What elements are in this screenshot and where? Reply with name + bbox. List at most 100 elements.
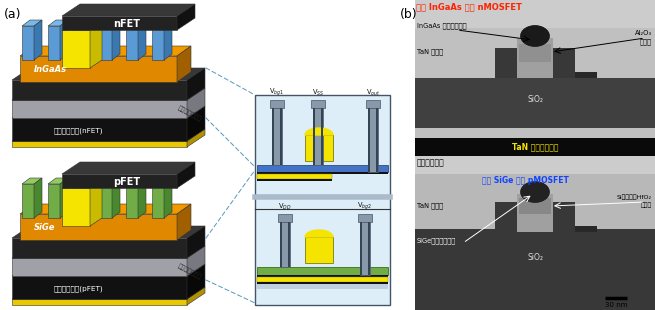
- Polygon shape: [311, 100, 325, 108]
- Text: 30 nm: 30 nm: [605, 302, 627, 308]
- Text: 下段 SiGe 細線 pMOSFET: 下段 SiGe 細線 pMOSFET: [481, 176, 569, 185]
- Bar: [495, 202, 517, 232]
- Polygon shape: [126, 26, 138, 60]
- Polygon shape: [177, 46, 191, 82]
- Polygon shape: [62, 16, 177, 30]
- Bar: [305, 237, 333, 263]
- Polygon shape: [90, 180, 102, 226]
- Polygon shape: [112, 178, 120, 218]
- Polygon shape: [62, 4, 195, 16]
- Bar: [255, 95, 390, 305]
- Polygon shape: [48, 26, 60, 60]
- Bar: [257, 282, 388, 284]
- Polygon shape: [521, 26, 549, 46]
- Bar: [321, 108, 323, 165]
- Polygon shape: [22, 184, 34, 218]
- Text: TaN バックゲート: TaN バックゲート: [512, 143, 558, 152]
- Bar: [415, 78, 655, 128]
- Bar: [415, 78, 655, 128]
- Bar: [305, 135, 333, 161]
- Bar: [288, 222, 290, 267]
- Text: SiGe: SiGe: [34, 224, 56, 232]
- Polygon shape: [86, 20, 94, 60]
- Polygon shape: [187, 226, 205, 258]
- Bar: [257, 267, 388, 275]
- Bar: [415, 156, 655, 174]
- Polygon shape: [12, 106, 205, 118]
- Polygon shape: [12, 68, 205, 80]
- Polygon shape: [100, 178, 120, 184]
- Text: TaN ゲート: TaN ゲート: [417, 49, 443, 55]
- Text: InGaAs: InGaAs: [34, 65, 67, 74]
- Bar: [517, 38, 553, 78]
- Bar: [553, 48, 575, 78]
- Polygon shape: [34, 178, 42, 218]
- Bar: [257, 165, 388, 172]
- Bar: [257, 172, 388, 174]
- Polygon shape: [60, 178, 68, 218]
- Polygon shape: [48, 184, 60, 218]
- Polygon shape: [12, 100, 187, 118]
- Polygon shape: [12, 276, 187, 299]
- Polygon shape: [521, 26, 549, 46]
- Polygon shape: [60, 20, 68, 60]
- Text: (a): (a): [4, 8, 22, 21]
- Bar: [313, 108, 323, 165]
- Polygon shape: [74, 184, 86, 218]
- Bar: [415, 0, 655, 28]
- Polygon shape: [270, 100, 284, 108]
- Text: バックゲート(nFET): バックゲート(nFET): [54, 128, 103, 134]
- Polygon shape: [48, 20, 68, 26]
- Bar: [313, 108, 315, 165]
- Polygon shape: [74, 20, 94, 26]
- Text: Al₂O₃: Al₂O₃: [635, 30, 652, 36]
- Polygon shape: [177, 162, 195, 188]
- Text: nFET: nFET: [113, 19, 141, 29]
- Polygon shape: [521, 182, 549, 202]
- Polygon shape: [74, 178, 94, 184]
- Text: V$_{out}$: V$_{out}$: [366, 88, 380, 98]
- Bar: [495, 48, 517, 78]
- Polygon shape: [187, 246, 205, 276]
- Text: pFET: pFET: [113, 177, 141, 187]
- Polygon shape: [62, 30, 90, 68]
- Polygon shape: [152, 184, 164, 218]
- Polygon shape: [22, 178, 42, 184]
- Polygon shape: [187, 264, 205, 299]
- Polygon shape: [138, 178, 146, 218]
- Polygon shape: [100, 26, 112, 60]
- Polygon shape: [126, 184, 138, 218]
- Bar: [368, 108, 370, 172]
- Bar: [495, 72, 597, 78]
- Polygon shape: [20, 56, 177, 82]
- Polygon shape: [187, 106, 205, 141]
- Polygon shape: [12, 80, 187, 100]
- Polygon shape: [126, 20, 146, 26]
- Polygon shape: [12, 258, 187, 276]
- Polygon shape: [164, 178, 172, 218]
- Polygon shape: [100, 184, 112, 218]
- Bar: [272, 108, 282, 165]
- Polygon shape: [22, 26, 34, 60]
- Bar: [257, 179, 332, 181]
- Polygon shape: [187, 68, 205, 100]
- Bar: [368, 222, 370, 275]
- Polygon shape: [86, 178, 94, 218]
- Polygon shape: [187, 129, 205, 147]
- Polygon shape: [305, 128, 333, 135]
- Polygon shape: [358, 214, 372, 222]
- Text: V$_{bg1}$: V$_{bg1}$: [269, 86, 284, 98]
- Bar: [257, 284, 388, 289]
- Polygon shape: [164, 20, 172, 60]
- Polygon shape: [62, 180, 102, 188]
- Polygon shape: [177, 4, 195, 30]
- Bar: [553, 202, 575, 232]
- Polygon shape: [187, 287, 205, 305]
- Polygon shape: [12, 226, 205, 238]
- Bar: [280, 222, 282, 267]
- Polygon shape: [100, 20, 120, 26]
- Text: SiGe細線チャネル: SiGe細線チャネル: [417, 237, 457, 244]
- Polygon shape: [152, 20, 172, 26]
- Bar: [368, 108, 378, 172]
- Polygon shape: [177, 204, 191, 240]
